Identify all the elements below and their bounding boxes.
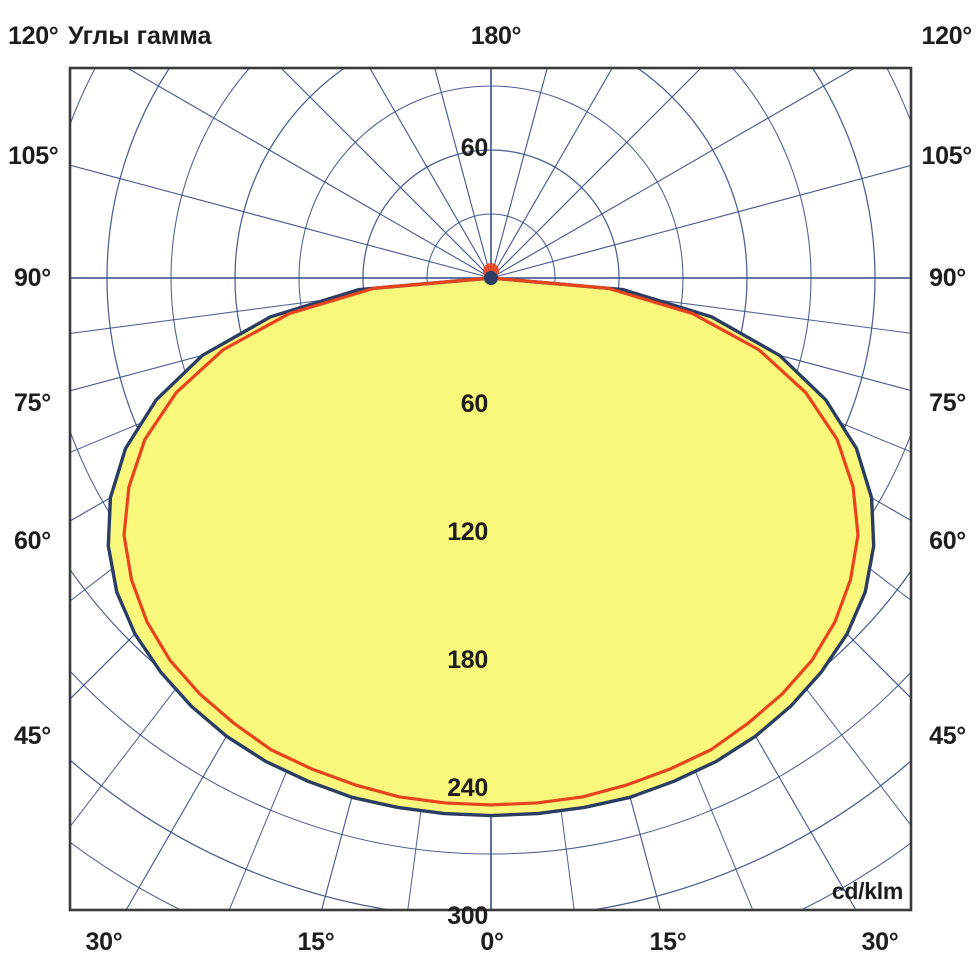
axis-label-left-120: 120° xyxy=(8,22,59,50)
radial-tick-180-3: 180 xyxy=(447,646,488,674)
axis-label-bottom-0: 0° xyxy=(480,928,504,956)
radial-tick-60-1: 60 xyxy=(460,390,489,418)
radial-tick-240-4: 240 xyxy=(447,774,488,802)
unit-label: cd/klm xyxy=(831,878,903,904)
axis-label-bottom-15-right: 15° xyxy=(649,928,687,956)
axis-label-left-105: 105° xyxy=(8,142,59,170)
axis-label-right-60: 60° xyxy=(929,527,966,555)
axis-label-right-45: 45° xyxy=(929,722,966,750)
radial-tick-300-5: 300 xyxy=(447,902,488,930)
plot-frame xyxy=(68,66,913,912)
axis-label-right-75: 75° xyxy=(929,389,966,417)
curve-c0-fill xyxy=(108,278,874,816)
curve-c0-c180 xyxy=(106,276,876,818)
axis-label-top-180: 180° xyxy=(470,22,522,50)
distribution-curves xyxy=(106,276,876,818)
axis-label-right-105: 105° xyxy=(921,142,972,170)
axis-label-left-90: 90° xyxy=(14,264,51,292)
axis-label-bottom-15-left: 15° xyxy=(297,928,335,956)
axis-label-right-120: 120° xyxy=(921,22,972,50)
axis-label-left-45: 45° xyxy=(14,722,51,750)
axis-label-left-75: 75° xyxy=(14,389,51,417)
radial-tick-60-0: 60 xyxy=(460,134,489,162)
chart-title: Углы гамма xyxy=(68,22,212,50)
axis-label-left-60: 60° xyxy=(14,527,51,555)
axis-label-bottom-30-left: 30° xyxy=(85,928,123,956)
axis-label-right-90: 90° xyxy=(929,264,966,292)
curve-c90-c270 xyxy=(122,276,860,807)
radial-tick-120-2: 120 xyxy=(447,518,488,546)
axis-label-bottom-30-right: 30° xyxy=(861,928,899,956)
origin-marker xyxy=(483,263,499,285)
